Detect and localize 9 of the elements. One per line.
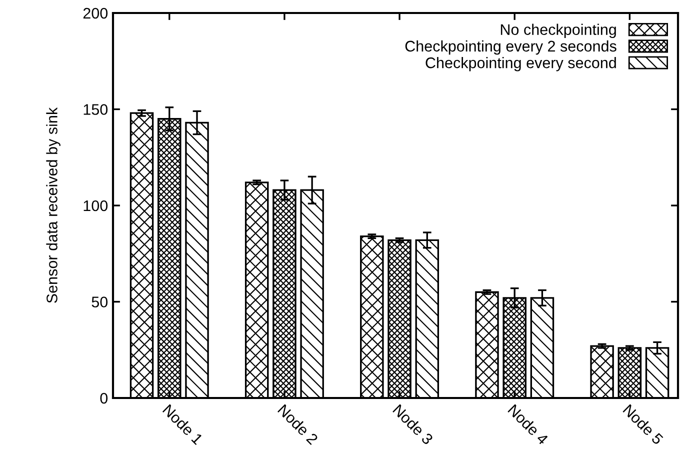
- legend-label: No checkpointing: [500, 24, 616, 38]
- y-tick-label: 0: [100, 392, 108, 404]
- y-tick-label: 200: [83, 8, 108, 19]
- y-axis-title: Sensor data received by sink: [46, 107, 60, 303]
- y-tick-label: 100: [84, 200, 108, 212]
- y-tick-label: 150: [84, 104, 108, 115]
- legend-label: Checkpointing every second: [426, 57, 616, 72]
- legend-label: Checkpointing every 2 seconds: [405, 40, 616, 55]
- y-tick-label: 50: [92, 296, 108, 308]
